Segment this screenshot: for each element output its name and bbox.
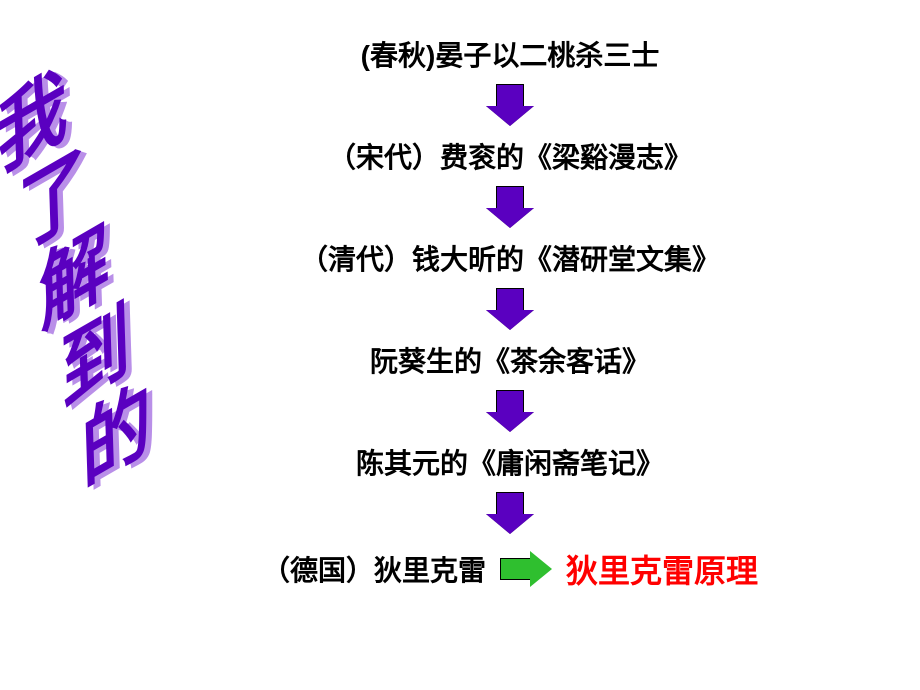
final-source-name: 狄里克雷: [374, 555, 486, 586]
final-source: （德国）狄里克雷: [262, 549, 486, 589]
timeline-item: （清代）钱大昕的《潜研堂文集》: [300, 238, 720, 278]
side-title-glyph: 到到: [45, 302, 135, 420]
arrow-down-icon: [486, 84, 534, 126]
side-title: 我我了了解解到到的的: [0, 67, 156, 499]
timeline-final-row: （德国）狄里克雷 狄里克雷原理: [262, 546, 758, 592]
timeline-item: (春秋)晏子以二桃杀三士: [361, 34, 660, 74]
final-source-prefix: （德国）: [262, 555, 374, 586]
timeline-item: （宋代）费衮的《梁谿漫志》: [328, 136, 692, 176]
arrow-right-icon: [500, 551, 552, 587]
side-title-glyph: 解解: [23, 224, 113, 342]
side-title-glyph: 我我: [0, 67, 72, 185]
arrow-down-icon: [486, 390, 534, 432]
final-result: 狄里克雷原理: [566, 546, 758, 592]
arrow-down-icon: [486, 186, 534, 228]
timeline-item: 阮葵生的《茶余客话》: [370, 340, 650, 380]
arrow-down-icon: [486, 288, 534, 330]
arrow-down-icon: [486, 492, 534, 534]
side-title-glyph: 的的: [66, 381, 156, 499]
timeline-item: 陈其元的《庸闲斋笔记》: [356, 442, 664, 482]
side-title-glyph: 了了: [2, 145, 92, 263]
timeline-flow: (春秋)晏子以二桃杀三士 （宋代）费衮的《梁谿漫志》 （清代）钱大昕的《潜研堂文集》…: [200, 28, 820, 592]
